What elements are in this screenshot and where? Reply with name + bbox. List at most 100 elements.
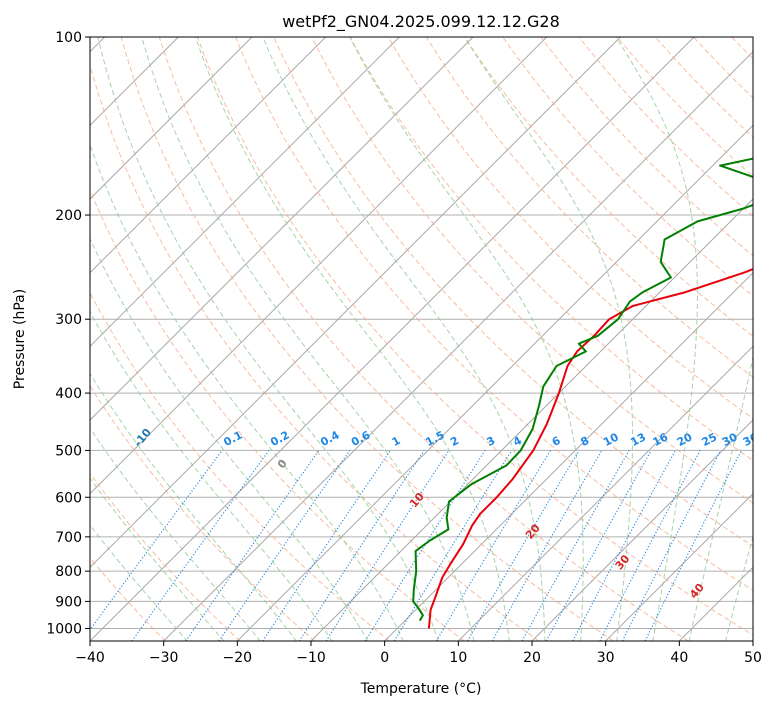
mixing-ratio-label: 2 — [448, 434, 461, 449]
mixing-ratio-label: 0.1 — [221, 428, 244, 449]
dewpoint-line — [412, 157, 753, 622]
mixing-ratio-line — [262, 450, 391, 641]
dry-adiabat-line — [90, 384, 316, 641]
mixing-ratio-label: 10 — [601, 430, 621, 449]
dry-adiabat-line — [349, 37, 753, 462]
x-tick-label: −30 — [149, 650, 179, 666]
dry-adiabat-line — [770, 37, 775, 641]
mixing-ratio-label: 1 — [390, 434, 403, 449]
dry-adiabat-line — [90, 472, 241, 641]
moist-adiabat-line — [725, 534, 753, 641]
mixing-ratio-label: 0.2 — [268, 428, 291, 449]
isotherm-line — [605, 492, 753, 641]
isotherm-line — [90, 37, 474, 421]
isotherm-line — [90, 37, 253, 200]
moist-adiabat-line — [90, 524, 188, 641]
dry-adiabat-line — [693, 37, 753, 99]
mixing-ratio-label: 6 — [550, 434, 563, 449]
mixing-ratio-label: 1.5 — [423, 428, 446, 449]
y-axis-label: Pressure (hPa) — [12, 289, 28, 389]
mixing-ratio-line — [599, 450, 701, 641]
mixing-ratio-line — [491, 450, 603, 641]
isotherm-line — [236, 124, 753, 641]
moist-adiabat-line — [262, 37, 546, 641]
moist-adiabat-line — [90, 477, 225, 641]
moist-adiabat-line — [90, 427, 261, 641]
moist-adiabat-line — [688, 354, 753, 641]
mixing-ratio-line — [298, 450, 425, 641]
isotherm-line — [163, 50, 753, 641]
dry-adiabat-line — [158, 37, 689, 641]
mixing-ratio-line — [185, 450, 320, 641]
moist-adiabat-line — [90, 143, 404, 641]
mixing-ratio-label: 3 — [484, 434, 497, 449]
isotherm-line — [310, 198, 753, 641]
moist-adiabat-line — [90, 372, 297, 641]
mixing-ratio-line — [521, 450, 630, 641]
dry-adiabat-line — [425, 37, 753, 378]
line-labels: 0.10.20.40.611.52346810131620253036-100-… — [131, 426, 761, 601]
mixing-ratio-line — [621, 450, 722, 641]
mixing-ratio-line — [218, 450, 351, 641]
x-axis: −40 −30 −20 −10 0 10 20 30 40 50 — [75, 641, 762, 666]
moist-adiabat-label: 40 — [687, 581, 707, 601]
mixing-ratio-label: 30 — [720, 430, 740, 449]
isotherm-line — [457, 345, 753, 641]
isotherm-line — [90, 37, 327, 274]
mixing-ratio-label: 13 — [628, 430, 648, 449]
dry-adiabat-line — [655, 37, 753, 138]
dry-adiabat-line — [235, 37, 753, 591]
y-tick-label: 700 — [55, 530, 82, 546]
moist-adiabat-line — [97, 37, 439, 641]
moist-adiabat-line — [615, 37, 698, 641]
x-tick-label: 10 — [449, 650, 467, 666]
y-axis: 1000 900 800 700 600 500 400 300 200 100 — [46, 30, 90, 637]
background-lines — [90, 37, 775, 641]
series-layer — [412, 157, 753, 629]
temperature-line — [427, 267, 753, 629]
dry-adiabat-line — [197, 37, 753, 636]
mixing-ratio-line — [545, 450, 652, 641]
x-tick-label: 40 — [670, 650, 688, 666]
mixing-ratio-label: 25 — [700, 430, 720, 449]
mixing-ratio-label: 36 — [741, 430, 761, 449]
dry-adiabat-label: -10 — [131, 426, 154, 450]
dry-adiabat-line — [578, 37, 753, 217]
moist-adiabat-line — [349, 37, 584, 641]
dry-adiabat-line — [387, 37, 753, 420]
x-tick-label: 0 — [380, 650, 389, 666]
x-tick-label: −20 — [223, 650, 253, 666]
moist-adiabat-label: 10 — [407, 490, 427, 510]
dry-adiabat-line — [90, 188, 465, 641]
plot-frame — [89, 36, 754, 642]
y-tick-label: 400 — [55, 386, 82, 402]
isotherm-line — [752, 640, 753, 641]
plot-area: 0.10.20.40.611.52346810131620253036-100-… — [89, 36, 775, 642]
moist-adiabat-line — [141, 37, 475, 641]
dry-adiabat-line — [90, 291, 390, 641]
mixing-ratio-line — [644, 450, 742, 641]
dry-adiabat-line — [311, 37, 753, 504]
isotherm-line — [384, 271, 753, 641]
isotherm-line — [90, 37, 621, 569]
dry-adiabat-line — [464, 37, 753, 337]
isotherm-line — [531, 419, 753, 641]
dry-adiabat-line — [273, 37, 753, 547]
x-tick-label: 50 — [744, 650, 762, 666]
mixing-ratio-line — [435, 450, 552, 641]
isotherm-line — [90, 37, 400, 348]
y-tick-label: 900 — [55, 594, 82, 610]
x-tick-label: −40 — [75, 650, 105, 666]
moist-adiabat-label: 30 — [613, 552, 633, 572]
x-tick-label: −10 — [296, 650, 326, 666]
mixing-ratio-label: 16 — [651, 430, 671, 449]
x-tick-label: 20 — [523, 650, 541, 666]
x-axis-label: Temperature (°C) — [360, 681, 482, 697]
y-tick-label: 100 — [55, 30, 82, 46]
y-tick-label: 500 — [55, 443, 82, 459]
dry-adiabat-line — [90, 63, 540, 641]
y-tick-label: 600 — [55, 490, 82, 506]
y-tick-label: 300 — [55, 312, 82, 328]
mixing-ratio-label: 20 — [675, 430, 695, 449]
